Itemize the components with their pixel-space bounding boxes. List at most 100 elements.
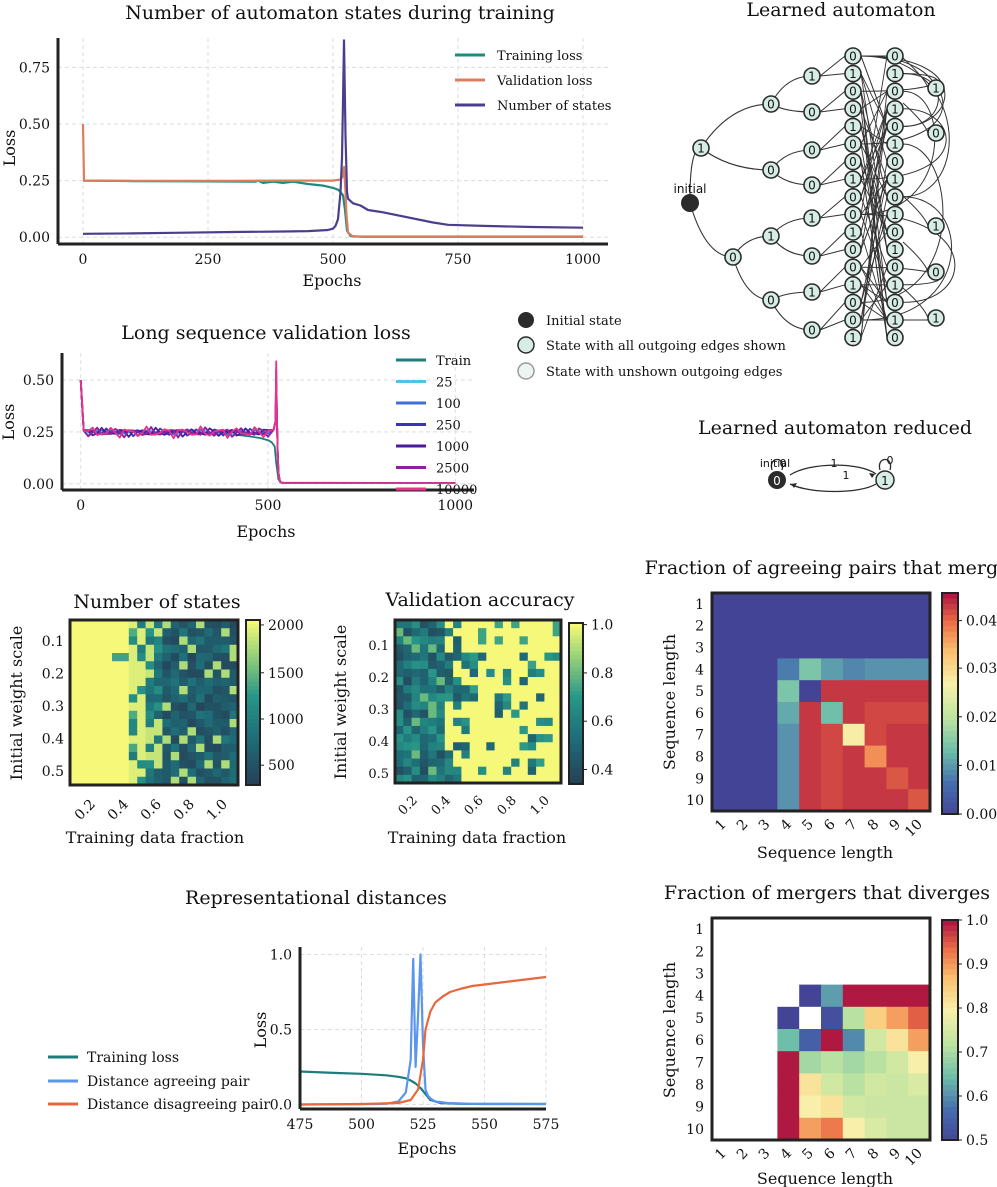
heatmap-cell (511, 734, 520, 743)
heatmap-cell (103, 760, 113, 769)
heatmap-cell (864, 1051, 887, 1074)
heatmap-cell (170, 669, 180, 679)
colorbar-tick-label: 1500 (268, 666, 304, 682)
x-tick-label: 6 (821, 1145, 839, 1163)
automaton-edge (860, 91, 888, 145)
heatmap-cell (95, 686, 104, 695)
heatmap-cell (179, 752, 188, 761)
heatmap-cell (733, 723, 756, 746)
heatmap-cell (527, 685, 537, 694)
heatmap-cell (120, 768, 130, 778)
heatmap-cell (411, 693, 421, 702)
heatmap-cell (527, 660, 537, 670)
heatmap-cell (527, 742, 537, 751)
heatmap-cell (221, 752, 230, 761)
colorbar-segment (246, 710, 260, 716)
heatmap-cell (712, 767, 735, 790)
heatmap-cell (502, 758, 512, 768)
heatmap-cell (212, 727, 222, 736)
automaton-state-node (803, 321, 821, 339)
heatmap-cell (78, 752, 88, 761)
heatmap-cell (821, 1117, 844, 1141)
colorbar-tick-label: 1.0 (591, 618, 613, 634)
heatmap-cell (221, 702, 230, 712)
heatmap-cell (886, 593, 909, 616)
heatmap-cell (162, 677, 172, 687)
automaton-state-node (886, 293, 904, 312)
automaton-state-label: 0 (891, 50, 899, 64)
heatmap-cell (70, 677, 79, 687)
automaton-state-node (844, 240, 862, 259)
heatmap-cell (70, 653, 79, 662)
grid (62, 353, 474, 490)
y-axis-label: Loss (0, 130, 19, 167)
heatmap-cell (494, 693, 504, 702)
automaton-state-node (844, 205, 862, 224)
automaton-state-label: 0 (891, 155, 899, 169)
heatmap-cell (137, 752, 146, 761)
heatmap-cell (95, 620, 104, 629)
heatmap-cell (170, 636, 180, 646)
heatmap-frame (393, 618, 563, 785)
heatmap-cell (120, 760, 130, 769)
legend-validation-loss: Validation loss (496, 74, 592, 89)
heatmap-cell (777, 767, 800, 790)
heatmap-cell (187, 710, 197, 720)
heatmap-cell (777, 702, 800, 725)
colorbar-segment (246, 727, 260, 732)
colorbar-tick-label: 0.5 (966, 1133, 988, 1149)
heatmap-cell (444, 652, 454, 662)
heatmap-cell (908, 614, 931, 637)
heatmap-cell (403, 660, 412, 670)
heatmap-cell (886, 789, 909, 812)
automaton-state-node (803, 176, 821, 194)
heatmap-cell (187, 776, 197, 786)
x-tick-label: 10 (902, 1146, 926, 1170)
heatmap-cell (145, 686, 155, 695)
heatmap-cell (395, 660, 404, 670)
heatmap-cell (536, 660, 545, 670)
initial-state-node (681, 194, 699, 212)
heatmap-cell (552, 701, 562, 711)
heatmap-cell (733, 658, 756, 681)
series-line-10000 (79, 360, 456, 484)
axes: 0 500 10000.000.250.50 (23, 353, 474, 514)
heatmap-cell (128, 677, 138, 687)
heatmap-cell (196, 702, 205, 712)
heatmap-cell (428, 636, 437, 645)
reduced-state0-label: 0 (773, 474, 781, 488)
heatmap-cell (864, 1073, 887, 1096)
heatmap-cell (469, 734, 479, 743)
x-tick-label: 5 (799, 1146, 817, 1164)
heatmap-cell (799, 1029, 822, 1052)
heatmap-cell (842, 1029, 865, 1052)
heatmap-cell (196, 653, 205, 662)
colorbar-segment (942, 1063, 958, 1070)
heatmap-cell (842, 702, 865, 725)
heatmap-cell (103, 636, 113, 646)
colorbar-tick-label: 0.6 (591, 714, 613, 730)
heatmap-cell (196, 752, 205, 761)
heatmap-cell (453, 636, 462, 645)
heatmap-cell (552, 660, 562, 670)
heatmap-cell (112, 661, 121, 670)
colorbar-segment (569, 627, 583, 632)
heatmap-cell (221, 743, 230, 753)
automaton-state-node (803, 247, 821, 265)
automaton-state-label: 0 (891, 331, 899, 345)
heatmap-cell (154, 743, 163, 753)
automaton-state-label: 1 (891, 243, 899, 257)
heatmap-cell (403, 628, 412, 637)
heatmap-cell (187, 702, 197, 712)
automaton-state-node (844, 100, 862, 118)
heatmap-cell (145, 710, 155, 720)
heatmap-cell (842, 636, 865, 659)
x-tick-label: 500 (348, 1117, 375, 1133)
heatmap-cell (536, 701, 545, 711)
heatmap-cell (70, 743, 79, 753)
heatmap-cell (86, 776, 96, 786)
heatmap-cell (179, 760, 188, 769)
heatmap-cell (864, 1095, 887, 1119)
x-tick-label: 2 (734, 817, 752, 835)
